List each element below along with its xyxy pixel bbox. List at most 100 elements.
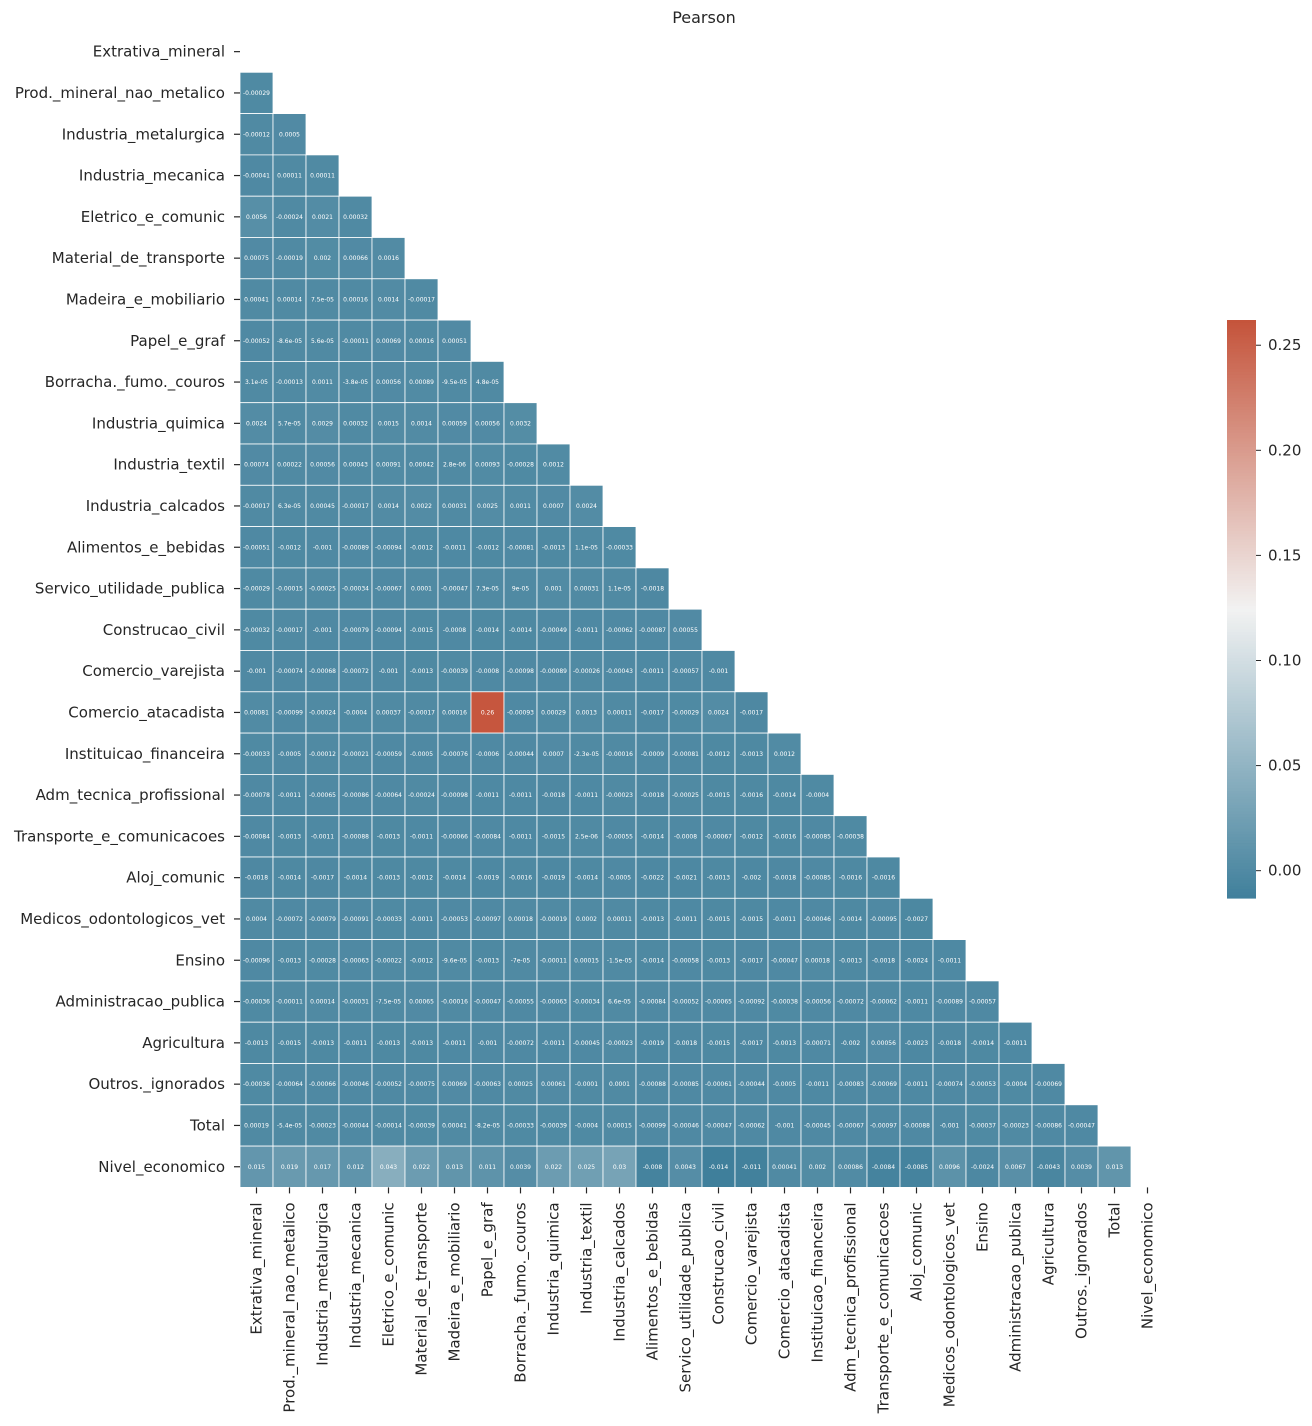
cell-value-label: -0.00094 — [375, 544, 402, 551]
colorbar-segment — [1227, 736, 1256, 740]
heatmap-cell — [866, 856, 901, 899]
heatmap-cell — [536, 732, 571, 775]
heatmap-cell — [272, 443, 307, 486]
cell-value-label: 0.00093 — [475, 462, 500, 469]
colorbar-segment — [1227, 513, 1256, 518]
cell-value-label: -0.0017 — [311, 875, 334, 882]
cell-value-label: -0.00088 — [639, 1081, 666, 1088]
heatmap-cell — [734, 856, 769, 899]
cell-value-label: 0.00015 — [607, 1122, 632, 1129]
heatmap-cell — [404, 691, 439, 734]
cell-value-label: 0.0021 — [312, 214, 333, 221]
colorbar-segment — [1227, 707, 1256, 711]
heatmap-cell — [437, 856, 472, 899]
heatmap-cell — [305, 526, 340, 569]
x-tick-label: Construcao_civil — [710, 1202, 729, 1324]
colorbar-segment — [1227, 828, 1256, 833]
cell-value-label: -5.4e-05 — [277, 1122, 302, 1129]
cell-value-label: -0.008 — [643, 1164, 663, 1171]
heatmap-cell — [602, 691, 637, 734]
heatmap-cell — [305, 980, 340, 1023]
cell-value-label: -0.00052 — [375, 1081, 402, 1088]
heatmap-cell — [470, 897, 505, 940]
cell-value-label: -0.00089 — [540, 668, 567, 675]
cell-value-label: -0.00063 — [342, 957, 369, 964]
cell-value-label: -0.0013 — [773, 1040, 796, 1047]
heatmap-cell — [767, 815, 802, 858]
cell-value-label: -0.0019 — [542, 875, 565, 882]
heatmap-cell — [602, 856, 637, 899]
cell-value-label: -0.00085 — [672, 1081, 699, 1088]
cell-value-label: 0.019 — [281, 1164, 298, 1171]
colorbar-segment — [1227, 663, 1256, 668]
colorbar-segment — [1227, 409, 1256, 414]
cell-value-label: -0.00063 — [474, 1081, 501, 1088]
cell-value-label: -0.0014 — [575, 875, 598, 882]
heatmap-cell — [470, 1021, 505, 1064]
cell-value-label: -0.00099 — [276, 709, 303, 716]
y-tick-label: Extrativa_mineral — [93, 43, 225, 62]
cell-value-label: -0.0013 — [707, 957, 730, 964]
cell-value-label: -0.00081 — [672, 751, 699, 758]
colorbar-segment — [1227, 588, 1256, 593]
cell-value-label: -0.00053 — [441, 916, 468, 923]
cell-value-label: -8.2e-05 — [475, 1122, 500, 1129]
heatmap-cell — [569, 526, 604, 569]
cell-value-label: -0.00017 — [408, 709, 435, 716]
x-tick-label: Adm_tecnica_profissional — [842, 1202, 861, 1391]
colorbar-segment — [1227, 467, 1256, 471]
colorbar-segment — [1227, 793, 1256, 798]
heatmap-cell — [404, 980, 439, 1023]
cell-value-label: -0.00091 — [342, 916, 369, 923]
heatmap-cell — [437, 691, 472, 734]
colorbar-segment — [1227, 871, 1256, 876]
heatmap-cell — [569, 1145, 604, 1188]
cell-value-label: -0.0027 — [905, 916, 928, 923]
colorbar-segment — [1227, 464, 1256, 468]
colorbar-segment — [1227, 325, 1256, 330]
heatmap-cell — [503, 443, 538, 486]
heatmap-cell — [833, 939, 868, 982]
heatmap-cell — [569, 691, 604, 734]
heatmap-cell — [602, 897, 637, 940]
cell-value-label: 0.022 — [545, 1164, 562, 1171]
colorbar-segment — [1227, 629, 1256, 633]
heatmap-cell — [734, 980, 769, 1023]
heatmap-cell — [437, 650, 472, 693]
cell-value-label: -0.0013 — [278, 833, 301, 840]
cell-value-label: -0.00045 — [573, 1040, 600, 1047]
colorbar-segment — [1227, 574, 1256, 578]
cell-value-label: -0.0012 — [410, 957, 433, 964]
heatmap-cell — [899, 1021, 934, 1064]
heatmap-cell — [404, 402, 439, 445]
cell-value-label: -0.00085 — [804, 833, 831, 840]
heatmap-cell — [338, 856, 373, 899]
colorbar: 0.00 0.05 0.10 0.15 0.20 0.25 — [1227, 320, 1301, 899]
colorbar-segment — [1227, 857, 1256, 862]
cell-value-label: -0.00047 — [771, 957, 798, 964]
y-tick-label: Papel_e_graf — [130, 332, 226, 351]
x-tick-label: Material_de_transporte — [413, 1202, 432, 1375]
cell-value-label: 0.00041 — [442, 1122, 467, 1129]
cell-value-label: 2.8e-06 — [443, 462, 466, 469]
cell-value-label: -0.0011 — [443, 544, 466, 551]
cell-value-label: -0.0016 — [839, 875, 862, 882]
cell-value-label: 0.00041 — [772, 1164, 797, 1171]
cell-value-label: -0.00024 — [276, 214, 303, 221]
heatmap-cell — [470, 815, 505, 858]
cell-value-label: -0.0015 — [278, 1040, 301, 1047]
colorbar-segment — [1227, 334, 1256, 338]
cell-value-label: 0.0005 — [279, 131, 300, 138]
cell-value-label: 0.0024 — [708, 709, 729, 716]
heatmap-cell — [866, 1104, 901, 1147]
colorbar-segment — [1227, 877, 1256, 882]
colorbar-segment — [1227, 351, 1256, 356]
cell-value-label: 0.00043 — [343, 462, 368, 469]
heatmap-cell — [470, 526, 505, 569]
y-tick-label: Administracao_publica — [56, 993, 225, 1012]
colorbar-segment — [1227, 522, 1256, 526]
heatmap-cell — [239, 113, 274, 156]
cell-value-label: -0.00046 — [804, 916, 831, 923]
heatmap-cell — [503, 402, 538, 445]
heatmap-cell — [503, 856, 538, 899]
